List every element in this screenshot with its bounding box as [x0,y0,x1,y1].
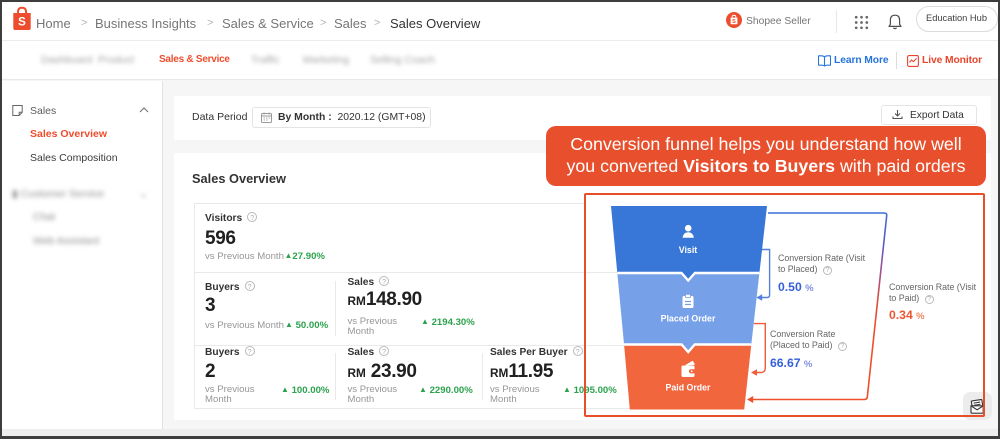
svg-text:Paid Order: Paid Order [666,383,712,393]
svg-text:Placed Order: Placed Order [661,314,716,324]
svg-text:S: S [732,19,736,25]
svg-text:Visit: Visit [679,245,697,255]
svg-text:S: S [18,17,26,29]
